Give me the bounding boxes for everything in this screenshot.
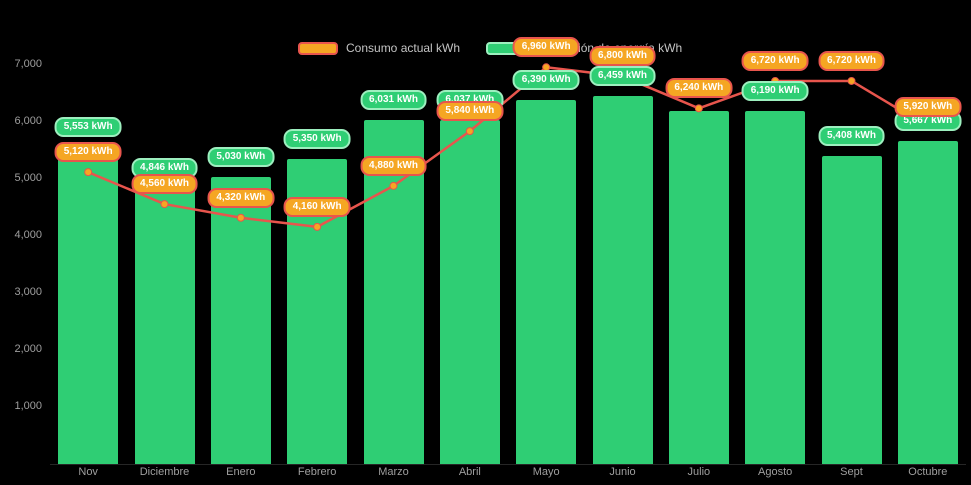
bar-julio[interactable]	[668, 111, 729, 464]
produccion-value-badge-sept: 5,408 kWh	[818, 125, 885, 146]
x-tick-label-febrero: Febrero	[297, 466, 337, 478]
legend-item-consumo-actual[interactable]: Consumo actual kWh	[298, 41, 460, 55]
x-tick-label-enero: Enero	[226, 466, 256, 478]
y-tick-label-2000: 2,000	[14, 343, 42, 355]
consumo-value-badge-marzo: 4,880 kWh	[360, 155, 427, 176]
x-tick-label-abril: Abril	[458, 466, 481, 478]
x-tick-label-nov: Nov	[78, 466, 98, 478]
legend-label-consumo-actual: Consumo actual kWh	[346, 41, 461, 55]
bar-octubre[interactable]	[897, 140, 958, 464]
consumo-value-badge-agosto: 6,720 kWh	[741, 50, 809, 71]
produccion-value-badge-agosto: 6,190 kWh	[741, 81, 809, 102]
consumo-actual-swatch-icon	[298, 41, 338, 55]
consumo-point-febrero[interactable]	[313, 222, 322, 231]
consumo-value-badge-febrero: 4,160 kWh	[283, 196, 351, 217]
consumo-value-badge-nov: 5,120 kWh	[54, 142, 122, 163]
bar-junio[interactable]	[592, 95, 653, 464]
consumo-value-badge-octubre: 5,920 kWh	[894, 96, 962, 117]
consumo-point-julio[interactable]	[694, 104, 703, 113]
x-tick-label-marzo: Marzo	[378, 466, 409, 478]
produccion-value-badge-marzo: 6,031 kWh	[360, 90, 427, 111]
consumo-point-enero[interactable]	[236, 213, 245, 222]
consumo-value-badge-junio: 6,800 kWh	[589, 46, 656, 67]
consumo-value-badge-julio: 6,240 kWh	[665, 78, 733, 99]
consumo-value-badge-enero: 4,320 kWh	[207, 187, 275, 208]
produccion-value-badge-febrero: 5,350 kWh	[283, 129, 351, 150]
consumo-point-nov[interactable]	[84, 168, 93, 177]
bar-sept[interactable]	[821, 155, 882, 464]
x-tick-label-agosto: Agosto	[758, 466, 793, 478]
x-tick-label-julio: Julio	[687, 466, 711, 478]
produccion-value-badge-nov: 5,553 kWh	[54, 117, 122, 138]
x-tick-label-diciembre: Diciembre	[139, 466, 190, 478]
y-tick-label-6000: 6,000	[14, 115, 42, 127]
consumo-point-abril[interactable]	[465, 127, 474, 136]
consumo-value-badge-mayo: 6,960 kWh	[512, 37, 580, 58]
consumo-value-badge-abril: 5,840 kWh	[436, 101, 504, 122]
x-tick-label-octubre: Octubre	[908, 466, 948, 478]
bar-abril[interactable]	[439, 119, 500, 464]
consumo-value-badge-diciembre: 4,560 kWh	[131, 174, 198, 195]
consumo-point-sept[interactable]	[847, 76, 856, 85]
bar-diciembre[interactable]	[134, 187, 195, 464]
produccion-value-badge-mayo: 6,390 kWh	[512, 69, 580, 90]
y-tick-label-5000: 5,000	[14, 172, 42, 184]
y-tick-label-4000: 4,000	[14, 229, 42, 241]
y-tick-label-7000: 7,000	[14, 58, 42, 70]
x-tick-label-mayo: Mayo	[532, 466, 560, 478]
bar-mayo[interactable]	[516, 99, 577, 464]
consumo-point-marzo[interactable]	[389, 181, 398, 190]
produccion-value-badge-junio: 6,459 kWh	[589, 65, 656, 86]
y-tick-label-3000: 3,000	[14, 286, 42, 298]
produccion-value-badge-enero: 5,030 kWh	[207, 147, 275, 168]
bar-agosto[interactable]	[745, 111, 806, 464]
x-axis-line	[50, 464, 966, 465]
x-tick-label-sept: Sept	[840, 466, 863, 478]
x-tick-label-junio: Junio	[609, 466, 636, 478]
y-tick-label-1000: 1,000	[14, 400, 42, 412]
bar-nov[interactable]	[58, 147, 119, 464]
consumo-point-diciembre[interactable]	[160, 200, 169, 209]
consumo-value-badge-sept: 6,720 kWh	[818, 50, 885, 71]
